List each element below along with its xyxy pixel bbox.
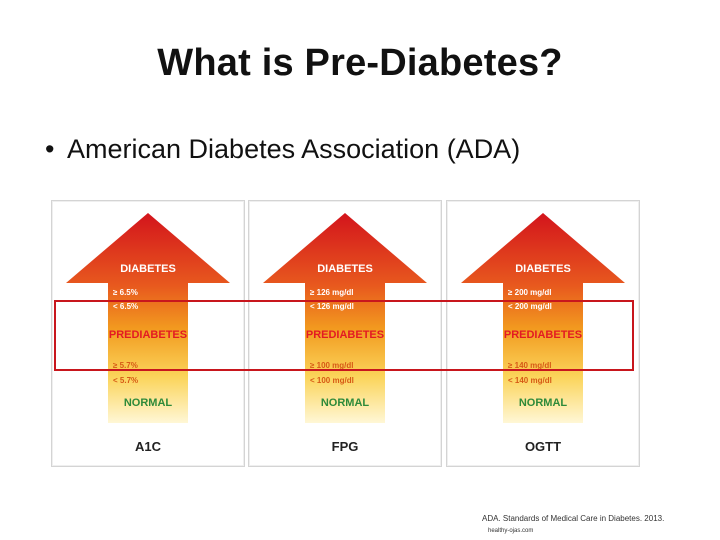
threshold-prediabetes-lower: ≥ 5.7% <box>113 361 138 370</box>
threshold-normal: < 5.7% <box>113 376 138 385</box>
arrow-graphic: DIABETES ≥ 200 mg/dl < 200 mg/dl PREDIAB… <box>461 213 625 454</box>
slide-title: What is Pre-Diabetes? <box>157 42 563 84</box>
label-prediabetes: PREDIABETES <box>109 329 187 341</box>
bullet-dot-icon: • <box>45 134 55 164</box>
threshold-diabetes: ≥ 126 mg/dl <box>310 288 354 297</box>
threshold-normal: < 140 mg/dl <box>508 376 552 385</box>
arrow-graphic: DIABETES ≥ 126 mg/dl < 126 mg/dl PREDIAB… <box>263 213 427 454</box>
label-diabetes: DIABETES <box>317 263 373 275</box>
arrow-graphic: DIABETES ≥ 6.5% < 6.5% PREDIABETES ≥ 5.7… <box>66 213 230 454</box>
label-normal: NORMAL <box>124 397 173 409</box>
threshold-diabetes: ≥ 200 mg/dl <box>508 288 552 297</box>
citation-source: healthy-ojas.com <box>488 528 534 534</box>
test-name: FPG <box>332 439 359 454</box>
threshold-prediabetes-upper: < 126 mg/dl <box>310 302 354 311</box>
panel-a1c: DIABETES ≥ 6.5% < 6.5% PREDIABETES ≥ 5.7… <box>51 200 245 467</box>
panel-fpg: DIABETES ≥ 126 mg/dl < 126 mg/dl PREDIAB… <box>248 200 442 467</box>
test-name: A1C <box>135 439 162 454</box>
arrow-shape <box>66 213 230 423</box>
bullet-item: • American Diabetes Association (ADA) <box>45 134 520 165</box>
label-diabetes: DIABETES <box>120 263 176 275</box>
threshold-prediabetes-lower: ≥ 140 mg/dl <box>508 361 552 370</box>
test-name: OGTT <box>525 439 561 454</box>
label-prediabetes: PREDIABETES <box>504 329 582 341</box>
threshold-prediabetes-upper: < 200 mg/dl <box>508 302 552 311</box>
threshold-prediabetes-lower: ≥ 100 mg/dl <box>310 361 354 370</box>
label-prediabetes: PREDIABETES <box>306 329 384 341</box>
arrow-shape <box>461 213 625 423</box>
threshold-prediabetes-upper: < 6.5% <box>113 302 138 311</box>
threshold-normal: < 100 mg/dl <box>310 376 354 385</box>
label-normal: NORMAL <box>519 397 568 409</box>
panel-ogtt: DIABETES ≥ 200 mg/dl < 200 mg/dl PREDIAB… <box>446 200 640 467</box>
prediabetes-highlight-box <box>54 300 634 371</box>
label-diabetes: DIABETES <box>515 263 571 275</box>
citation: ADA. Standards of Medical Care in Diabet… <box>482 514 665 523</box>
arrow-shape <box>263 213 427 423</box>
label-normal: NORMAL <box>321 397 370 409</box>
bullet-text: American Diabetes Association (ADA) <box>67 134 521 164</box>
threshold-diabetes: ≥ 6.5% <box>113 288 138 297</box>
